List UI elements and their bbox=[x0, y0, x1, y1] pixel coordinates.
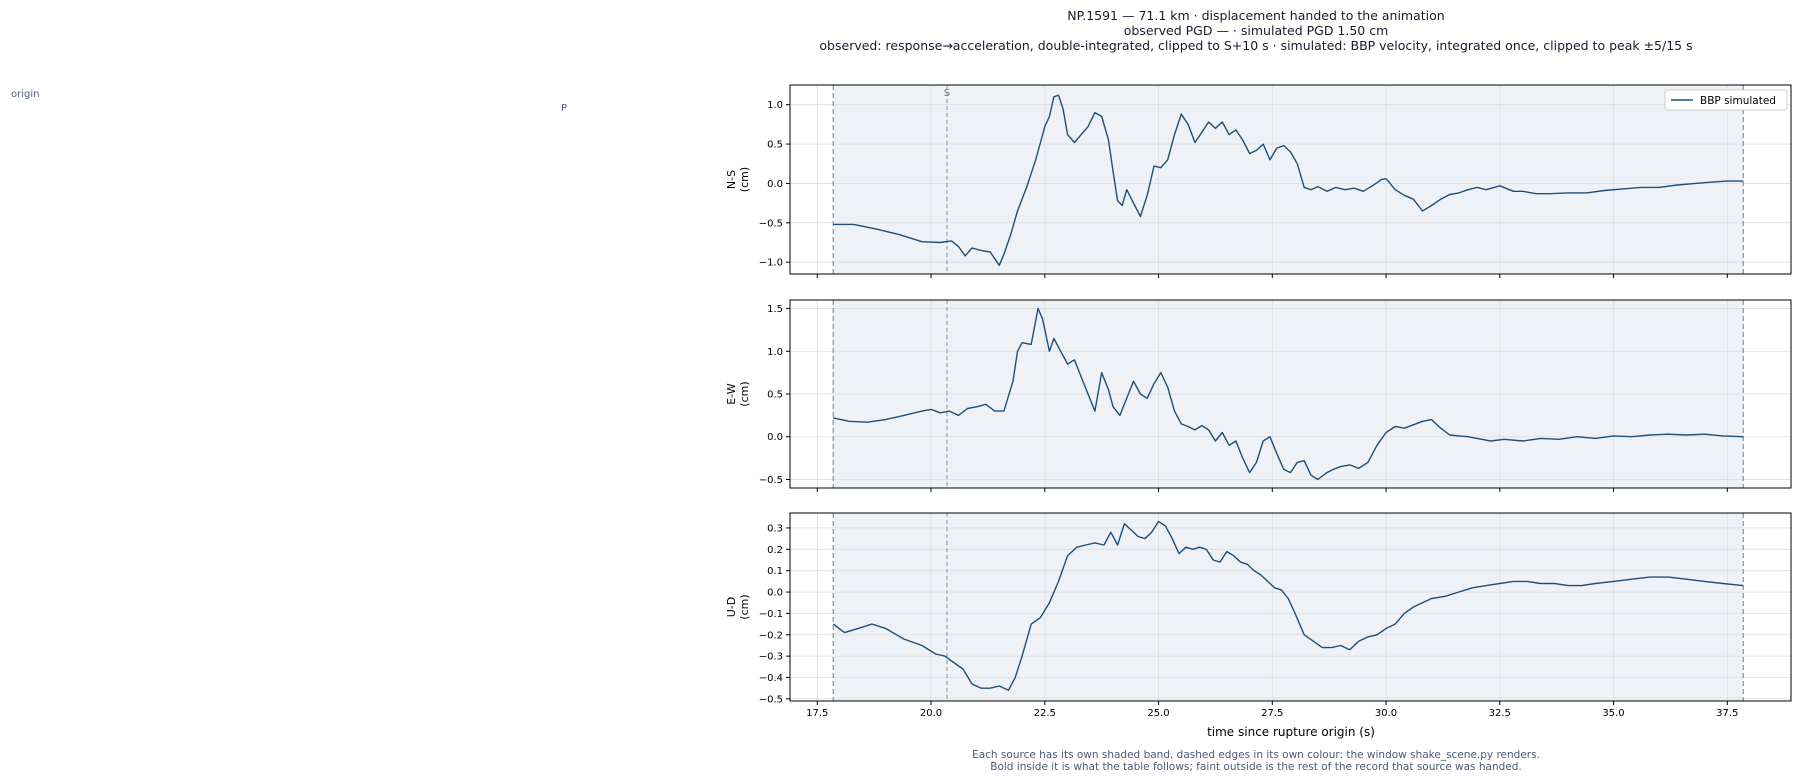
y-axis-unit: (cm) bbox=[738, 167, 751, 192]
footer-line2: Bold inside it is what the table follows… bbox=[990, 761, 1521, 773]
legend-frame bbox=[1664, 89, 1788, 111]
figure-header: NP.1591 — 71.1 km · displacement handed … bbox=[819, 8, 1692, 53]
y-axis-label: U-D bbox=[725, 597, 738, 618]
header-title-line2: observed PGD — · simulated PGD 1.50 cm bbox=[1124, 23, 1389, 38]
y-tick-label: 1.0 bbox=[767, 347, 783, 358]
y-tick-label: −0.1 bbox=[759, 609, 783, 620]
x-tick-label: 25.0 bbox=[1147, 708, 1169, 719]
figure-footer: Each source has its own shaded band, das… bbox=[972, 749, 1540, 773]
series-line bbox=[833, 307, 1744, 481]
phase-label-s: S bbox=[944, 88, 950, 99]
legend: BBP simulated bbox=[1664, 89, 1788, 111]
y-tick-label: −0.3 bbox=[759, 652, 783, 663]
left-scene-panel: origin P bbox=[11, 89, 567, 114]
header-title-line1: NP.1591 — 71.1 km · displacement handed … bbox=[1067, 8, 1444, 23]
origin-label: origin bbox=[11, 89, 39, 100]
y-axis-label: E-W bbox=[725, 383, 738, 404]
y-tick-label: 0.0 bbox=[767, 588, 783, 599]
y-tick-label: −1.0 bbox=[759, 258, 783, 269]
y-tick-label: 0.0 bbox=[767, 179, 783, 190]
y-tick-label: 1.5 bbox=[767, 304, 783, 315]
x-tick-label: 37.5 bbox=[1716, 708, 1738, 719]
y-tick-label: 0.5 bbox=[767, 390, 783, 401]
y-tick-label: −0.4 bbox=[759, 673, 783, 684]
y-tick-label: 0.2 bbox=[767, 545, 783, 556]
x-tick-label: 17.5 bbox=[806, 708, 828, 719]
y-axis-unit: (cm) bbox=[738, 594, 751, 619]
p-label: P bbox=[561, 103, 567, 114]
y-tick-label: −0.5 bbox=[759, 218, 783, 229]
window-band bbox=[833, 513, 1744, 701]
series-line bbox=[833, 94, 1744, 266]
x-tick-label: 27.5 bbox=[1261, 708, 1283, 719]
series-line bbox=[832, 520, 1744, 691]
panel-n-s: S −1.0 −0.5 0.0 0.5 1.0 N-S (cm) BBP simulated bbox=[725, 84, 1792, 278]
y-tick-label: 1.0 bbox=[767, 100, 783, 111]
axes-frame bbox=[789, 512, 1792, 702]
header-title-line3: observed: response→acceleration, double-… bbox=[819, 38, 1692, 53]
panel-u-d: −0.5 −0.4 −0.3 −0.2 −0.1 0.0 0.1 0.2 0.3 17.5 20.0… bbox=[725, 512, 1792, 719]
y-tick-label: −0.5 bbox=[759, 475, 783, 486]
y-tick-label: 0.1 bbox=[767, 566, 783, 577]
footer-line1: Each source has its own shaded band, das… bbox=[972, 749, 1540, 761]
axes-frame bbox=[789, 84, 1792, 275]
legend-label: BBP simulated bbox=[1700, 95, 1776, 107]
x-tick-label: 22.5 bbox=[1034, 708, 1056, 719]
x-tick-label: 20.0 bbox=[920, 708, 942, 719]
y-tick-label: −0.5 bbox=[759, 694, 783, 705]
panel-e-w: −0.5 0.0 0.5 1.0 1.5 E-W (cm) bbox=[725, 299, 1792, 492]
y-axis-unit: (cm) bbox=[738, 381, 751, 406]
x-tick-label: 30.0 bbox=[1375, 708, 1397, 719]
y-tick-label: 0.0 bbox=[767, 432, 783, 443]
y-tick-label: −0.2 bbox=[759, 630, 783, 641]
x-axis-label: time since rupture origin (s) bbox=[1207, 725, 1375, 739]
y-axis-label: N-S bbox=[725, 170, 738, 189]
y-tick-label: 0.3 bbox=[767, 523, 783, 534]
y-tick-label: 0.5 bbox=[767, 140, 783, 151]
x-tick-label: 35.0 bbox=[1602, 708, 1624, 719]
plot-stack: S−1.0−0.50.00.51.0N-S (cm)BBP simulated−0… bbox=[725, 84, 1792, 719]
window-band bbox=[833, 85, 1744, 274]
x-tick-label: 32.5 bbox=[1489, 708, 1511, 719]
